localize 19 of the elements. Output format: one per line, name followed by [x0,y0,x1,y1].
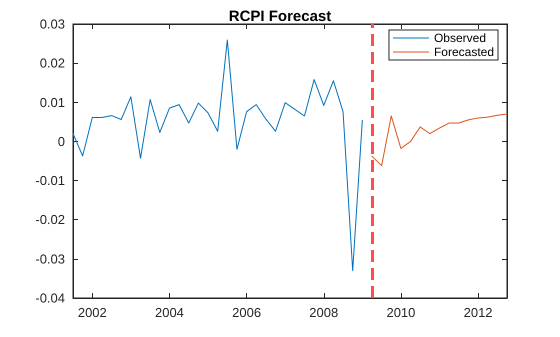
line-series [72,40,363,272]
x-tick-label: 2004 [154,305,184,320]
y-tick-label: -0.02 [35,212,65,228]
x-tick-label: 2006 [232,305,262,320]
y-tick-label: 0.02 [40,56,65,71]
legend-label: Forecasted [434,45,494,59]
y-tick-label: -0.04 [35,290,65,306]
x-tick-label: 2010 [386,305,416,320]
chart-title: RCPI Forecast [228,8,332,25]
x-tick-label: 2002 [78,305,107,320]
y-tick-label: -0.01 [35,173,65,188]
x-tick-label: 2012 [464,305,493,320]
y-tick-label: 0.03 [40,16,65,32]
y-tick-label: 0 [58,134,65,149]
legend-label: Observed [434,31,486,45]
x-tick-label: 2008 [309,305,338,320]
y-tick-label: 0.01 [40,94,65,110]
y-tick-label: -0.03 [35,251,65,266]
line-series [371,114,508,166]
